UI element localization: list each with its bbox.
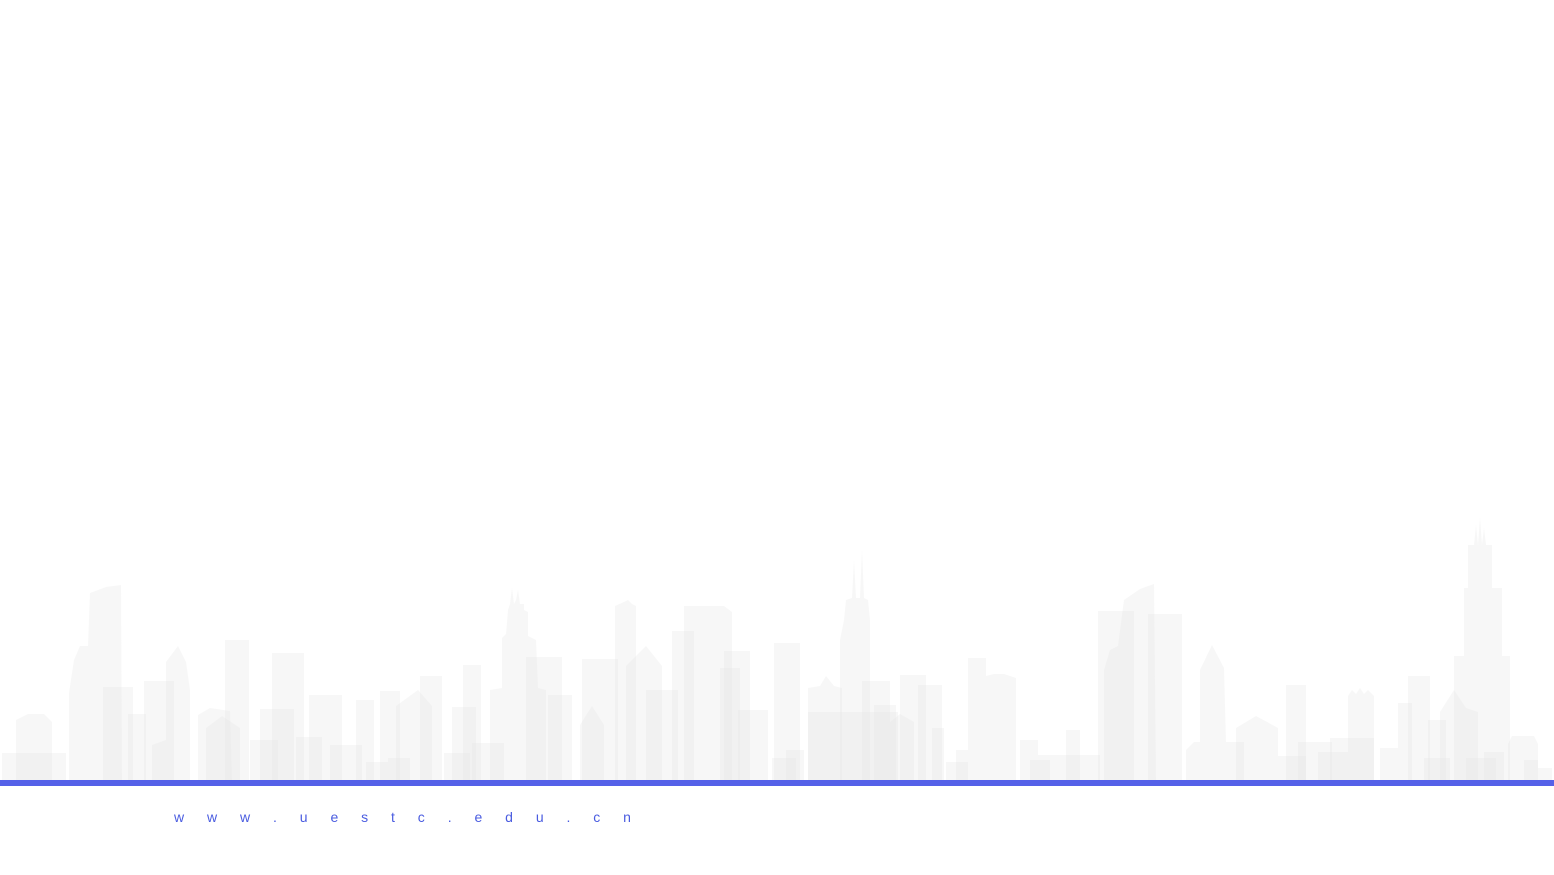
footer-accent-bar [0,780,1554,786]
city-skyline-silhouette-icon [2,518,1552,781]
footer-website-url: w w w . u e s t c . e d u . c n [174,809,641,825]
